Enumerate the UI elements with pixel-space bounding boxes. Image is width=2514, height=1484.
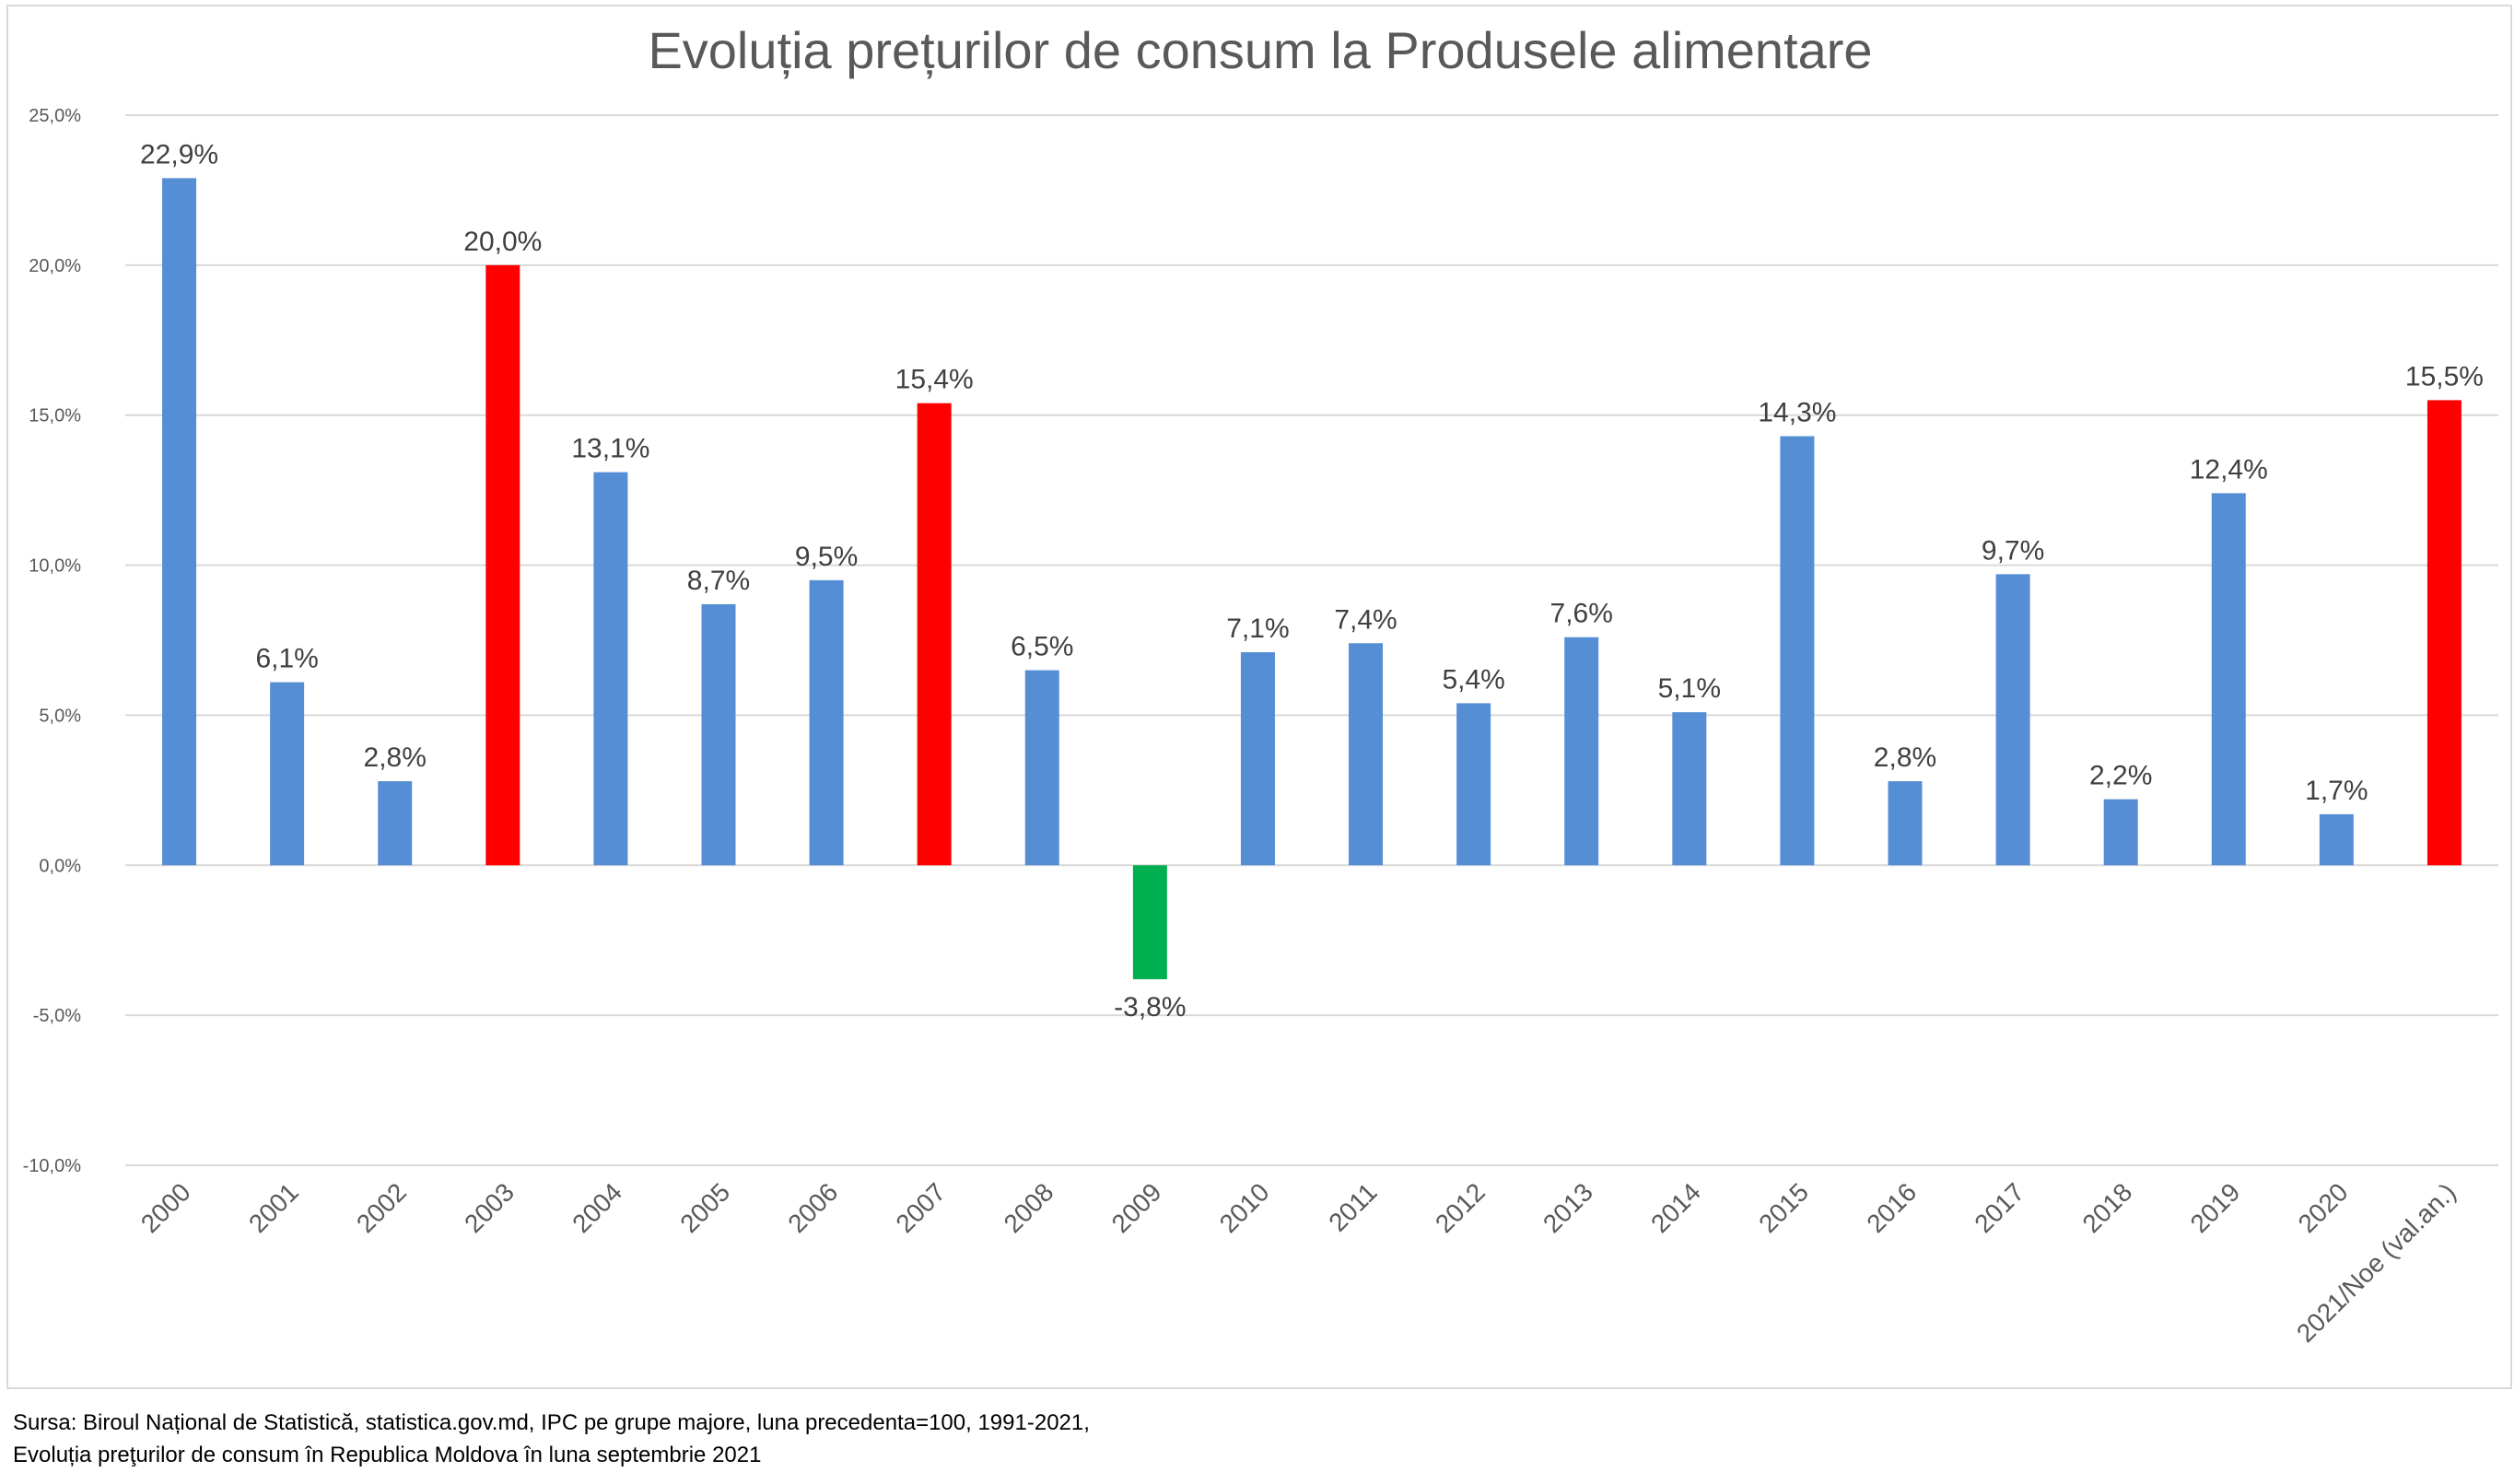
- bars: [162, 178, 2461, 980]
- x-tick-label: 2012: [1430, 1177, 1491, 1238]
- bar: [1564, 637, 1599, 866]
- y-axis-tick-labels: 25,0% 20,0% 15,0% 10,0% 5,0% 0,0% -5,0% -10,0%: [23, 106, 82, 1176]
- bar: [1995, 574, 2030, 866]
- x-tick-label: 2000: [135, 1177, 196, 1238]
- bar: [2103, 799, 2138, 866]
- chart-title: Evoluția prețurilor de consum la Produse…: [648, 21, 1872, 79]
- x-tick-label: 2015: [1753, 1177, 1814, 1238]
- data-label: 13,1%: [571, 434, 649, 464]
- y-tick-label: 5,0%: [39, 706, 81, 726]
- chart: Evoluția prețurilor de consum la Produse…: [23, 21, 2498, 1348]
- x-tick-label: 2006: [782, 1177, 843, 1238]
- data-label: 7,4%: [1334, 604, 1397, 635]
- x-tick-label: 2008: [999, 1177, 1059, 1238]
- x-axis-tick-labels: 2000 2001 2002 2003 2004 2005 2006 2007 2008 2009…: [135, 1177, 2461, 1348]
- y-tick-label: 20,0%: [29, 256, 81, 276]
- x-tick-label: 2004: [567, 1177, 627, 1238]
- x-tick-label: 2019: [2185, 1177, 2246, 1238]
- data-label: 2,8%: [1874, 742, 1936, 773]
- bar: [1780, 436, 1815, 866]
- data-label: -3,8%: [1114, 992, 1186, 1022]
- x-tick-label: 2003: [459, 1177, 520, 1238]
- x-tick-label: 2016: [1861, 1177, 1922, 1238]
- y-tick-label: -10,0%: [23, 1156, 82, 1176]
- data-label: 7,1%: [1226, 613, 1289, 644]
- x-tick-label: 2011: [1323, 1177, 1383, 1237]
- data-label: 6,5%: [1011, 632, 1073, 662]
- bar: [593, 472, 628, 866]
- x-tick-label: 2005: [674, 1177, 735, 1238]
- x-tick-label: 2017: [1969, 1177, 2029, 1238]
- y-tick-label: 15,0%: [29, 406, 81, 427]
- bar: [162, 178, 197, 866]
- bar: [2426, 400, 2461, 866]
- data-label: 9,5%: [795, 542, 858, 572]
- bar: [1240, 652, 1275, 866]
- y-tick-label: -5,0%: [33, 1006, 81, 1026]
- bar: [2211, 493, 2246, 866]
- bar: [485, 264, 520, 866]
- gridlines: [125, 114, 2498, 1166]
- data-label: 20,0%: [463, 227, 542, 257]
- data-label: 6,1%: [255, 644, 318, 674]
- data-label: 15,5%: [2405, 361, 2484, 391]
- y-tick-label: 0,0%: [39, 856, 81, 876]
- x-tick-label: 2002: [351, 1177, 412, 1238]
- bar: [2319, 813, 2354, 866]
- bar: [270, 682, 305, 866]
- bar: [917, 403, 952, 866]
- bar: [1672, 712, 1707, 866]
- bar: [1132, 865, 1167, 980]
- data-labels: 22,9% 6,1% 2,8% 20,0% 13,1% 8,7% 9,5% 15,4% 6,5%…: [140, 139, 2484, 1022]
- bar: [1024, 670, 1059, 866]
- x-tick-label: 2018: [2076, 1177, 2137, 1238]
- x-tick-label: 2013: [1538, 1177, 1598, 1238]
- data-label: 1,7%: [2305, 776, 2368, 806]
- data-label: 5,4%: [1442, 664, 1504, 695]
- data-label: 2,2%: [2089, 761, 2152, 791]
- data-label: 5,1%: [1658, 673, 1721, 704]
- data-label: 15,4%: [895, 365, 974, 395]
- bar: [1349, 643, 1384, 866]
- y-tick-label: 10,0%: [29, 556, 81, 577]
- y-tick-label: 25,0%: [29, 106, 81, 126]
- data-label: 8,7%: [687, 566, 750, 596]
- x-tick-label: 2001: [243, 1177, 304, 1238]
- data-label: 9,7%: [1982, 535, 2044, 566]
- bar: [1888, 781, 1923, 866]
- data-label: 12,4%: [2190, 454, 2268, 485]
- x-tick-label: 2010: [1214, 1177, 1275, 1238]
- x-tick-label: 2007: [890, 1177, 951, 1238]
- bar: [378, 781, 413, 866]
- bar: [809, 579, 844, 866]
- source-note-line-1: Sursa: Biroul Național de Statistică, st…: [13, 1410, 1090, 1435]
- data-label: 14,3%: [1758, 398, 1836, 428]
- source-note-line-2: Evoluția preţurilor de consum în Republi…: [13, 1443, 762, 1467]
- x-tick-label: 2020: [2293, 1177, 2354, 1238]
- data-label: 22,9%: [140, 139, 218, 169]
- bar: [701, 603, 736, 866]
- data-label: 2,8%: [364, 742, 427, 773]
- bar: [1456, 703, 1491, 866]
- data-label: 7,6%: [1550, 599, 1613, 629]
- x-tick-label: 2014: [1645, 1177, 1706, 1238]
- x-tick-label: 2009: [1106, 1177, 1167, 1238]
